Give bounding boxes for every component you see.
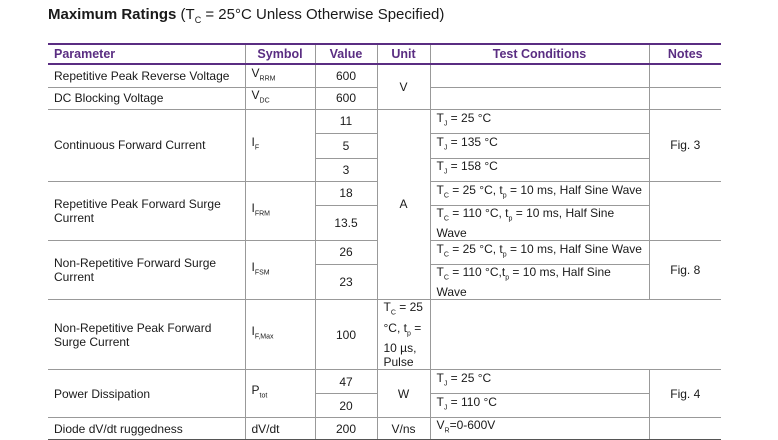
condition-cell: TJ = 135 °C xyxy=(429,132,649,159)
table-row: Repetitive Peak Reverse Voltage VRRM 600… xyxy=(48,63,721,110)
symbol-cell: IFRM xyxy=(244,180,316,241)
table-row: Non-Repetitive Peak Forward Surge Curren… xyxy=(48,299,721,371)
table-row: Power Dissipation Ptot 47 W TJ = 25 °C F… xyxy=(48,369,721,419)
value-cell: 47 xyxy=(314,369,378,395)
notes-cell xyxy=(648,63,721,88)
symbol-cell: Ptot xyxy=(244,369,316,419)
value-cell: 20 xyxy=(315,393,378,419)
value-cell: 13.5 xyxy=(315,204,378,241)
param-cell: Continuous Forward Current xyxy=(48,108,246,182)
param-cell: Non-Repetitive Forward Surge Current xyxy=(48,239,246,301)
table-row: Non-Repetitive Forward Surge Current IFS… xyxy=(48,239,721,301)
value-cell: 3 xyxy=(315,157,378,182)
header-value: Value xyxy=(314,43,378,65)
notes-cell xyxy=(429,299,649,371)
header-test-conditions: Test Conditions xyxy=(429,43,650,65)
condition-cell: TJ = 25 °C xyxy=(429,108,650,134)
notes-cell: Fig. 8 xyxy=(648,239,721,301)
condition-cell: TJ = 110 °C xyxy=(429,393,649,419)
unit-cell: A xyxy=(376,108,431,301)
value-cell: 100 xyxy=(314,299,378,371)
value-cell: 11 xyxy=(314,108,378,134)
condition-cell: VR=0-600V xyxy=(429,417,650,440)
header-notes: Notes xyxy=(648,43,721,65)
param-cell: Repetitive Peak Reverse Voltage xyxy=(48,63,246,88)
header-parameter: Parameter xyxy=(48,43,246,65)
symbol-cell: VDC xyxy=(244,86,316,110)
table-row: 23 TC = 110 °C,tp = 10 ms, Half Sine Wav… xyxy=(48,263,721,301)
max-ratings-table: Parameter Symbol Value Unit Test Conditi… xyxy=(48,43,721,440)
symbol-cell: IF xyxy=(244,108,316,182)
condition-cell xyxy=(429,63,650,88)
value-cell: 26 xyxy=(314,239,378,265)
notes-cell: Fig. 3 xyxy=(648,108,721,182)
value-cell: 18 xyxy=(314,180,378,206)
param-cell: Power Dissipation xyxy=(48,369,246,419)
header-unit: Unit xyxy=(376,43,431,65)
condition-cell: TC = 25 °C, tp = 10 µs, Pulse xyxy=(376,299,431,371)
param-cell: Repetitive Peak Forward Surge Current xyxy=(48,180,246,241)
title-condition: (TC = 25°C Unless Otherwise Specified) xyxy=(180,6,445,25)
unit-cell: V xyxy=(376,63,431,110)
unit-cell: W xyxy=(376,369,431,419)
title-bold: Maximum Ratings xyxy=(48,6,177,23)
table-row: Diode dV/dt ruggedness dV/dt 200 V/ns VR… xyxy=(48,417,721,440)
value-cell: 200 xyxy=(314,417,378,440)
header-row: Parameter Symbol Value Unit Test Conditi… xyxy=(48,43,721,65)
condition-cell: TJ = 25 °C xyxy=(429,369,650,395)
param-cell: Non-Repetitive Peak Forward Surge Curren… xyxy=(48,299,246,371)
condition-cell: TJ = 158 °C xyxy=(429,157,649,182)
symbol-cell: IFSM xyxy=(244,239,316,301)
value-cell: 600 xyxy=(314,63,378,88)
table-row: Continuous Forward Current IF 11 A TJ = … xyxy=(48,108,721,301)
value-cell: 5 xyxy=(315,132,378,159)
param-cell: Diode dV/dt ruggedness xyxy=(48,417,246,440)
table-row: 3 TJ = 158 °C xyxy=(48,157,721,182)
datasheet-page: Maximum Ratings (TC = 25°C Unless Otherw… xyxy=(48,6,721,440)
condition-cell: TC = 25 °C, tp = 10 ms, Half Sine Wave xyxy=(429,180,650,206)
unit-cell: V/ns xyxy=(376,417,431,440)
table-row: Repetitive Peak Forward Surge Current IF… xyxy=(48,180,721,241)
value-cell: 600 xyxy=(314,86,378,110)
notes-cell xyxy=(648,86,721,110)
value-cell: 23 xyxy=(315,263,378,301)
notes-cell xyxy=(648,417,721,440)
header-symbol: Symbol xyxy=(244,43,316,65)
condition-cell: TC = 110 °C,tp = 10 ms, Half Sine Wave xyxy=(429,263,649,301)
symbol-cell: IF,Max xyxy=(244,299,316,371)
condition-cell: TC = 25 °C, tp = 10 ms, Half Sine Wave xyxy=(429,239,650,265)
condition-cell: TC = 110 °C, tp = 10 ms, Half Sine Wave xyxy=(429,204,649,241)
symbol-cell: dV/dt xyxy=(244,417,316,440)
table-row: 13.5 TC = 110 °C, tp = 10 ms, Half Sine … xyxy=(48,204,721,241)
section-title: Maximum Ratings (TC = 25°C Unless Otherw… xyxy=(48,6,444,25)
symbol-cell: VRRM xyxy=(244,63,316,88)
condition-cell xyxy=(429,86,650,110)
notes-cell xyxy=(648,180,721,241)
notes-cell: Fig. 4 xyxy=(648,369,721,419)
param-cell: DC Blocking Voltage xyxy=(48,86,246,110)
